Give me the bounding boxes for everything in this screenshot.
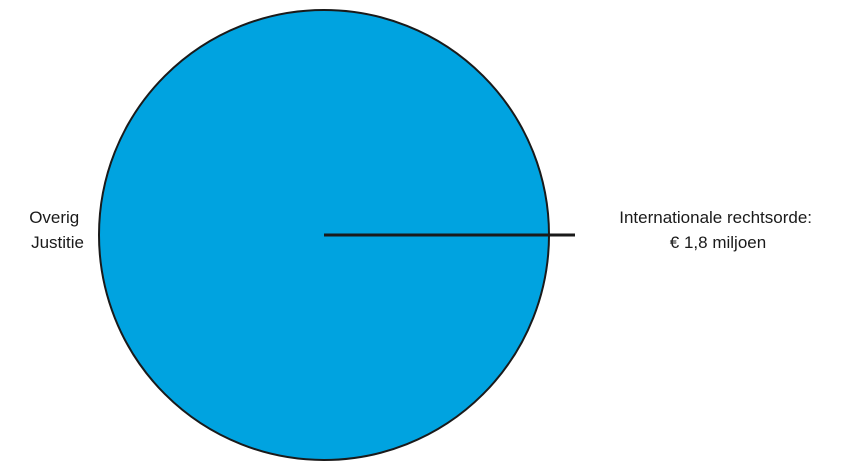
label-internationale-rechtsorde: Internationale rechtsorde: € 1,8 miljoen bbox=[619, 208, 817, 252]
label-overig-justitie: Overig Justitie bbox=[29, 208, 84, 252]
label-overig-justitie-line-1: Overig bbox=[29, 208, 79, 227]
label-internationale-rechtsorde-line-1: Internationale rechtsorde: bbox=[619, 208, 812, 227]
label-overig-justitie-line-2: Justitie bbox=[31, 233, 84, 252]
label-internationale-rechtsorde-value: € 1,8 miljoen bbox=[670, 233, 766, 252]
